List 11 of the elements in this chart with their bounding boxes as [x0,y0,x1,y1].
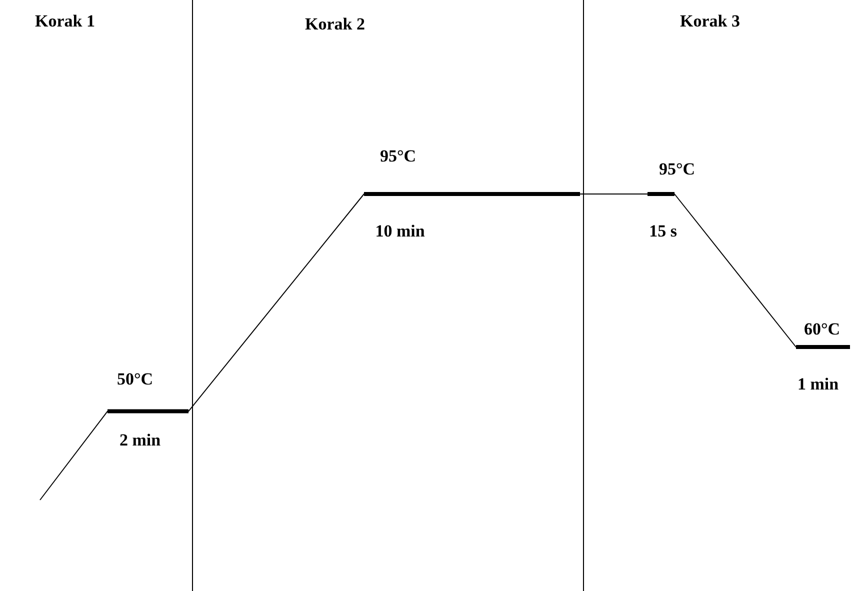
text: 95°C [380,146,416,166]
annotation: 10 min [375,221,426,240]
annotation: 50°C [116,369,154,388]
annotation: 2 min [119,430,162,450]
text: Korak 2 [305,14,365,34]
text: Korak 3 [680,11,740,30]
annotation: 60°C [804,319,840,338]
annotation: 1 min [797,374,840,394]
text: Korak 1 [35,11,95,30]
annotation: 15 s [649,221,678,240]
text: 95°C [658,159,696,178]
